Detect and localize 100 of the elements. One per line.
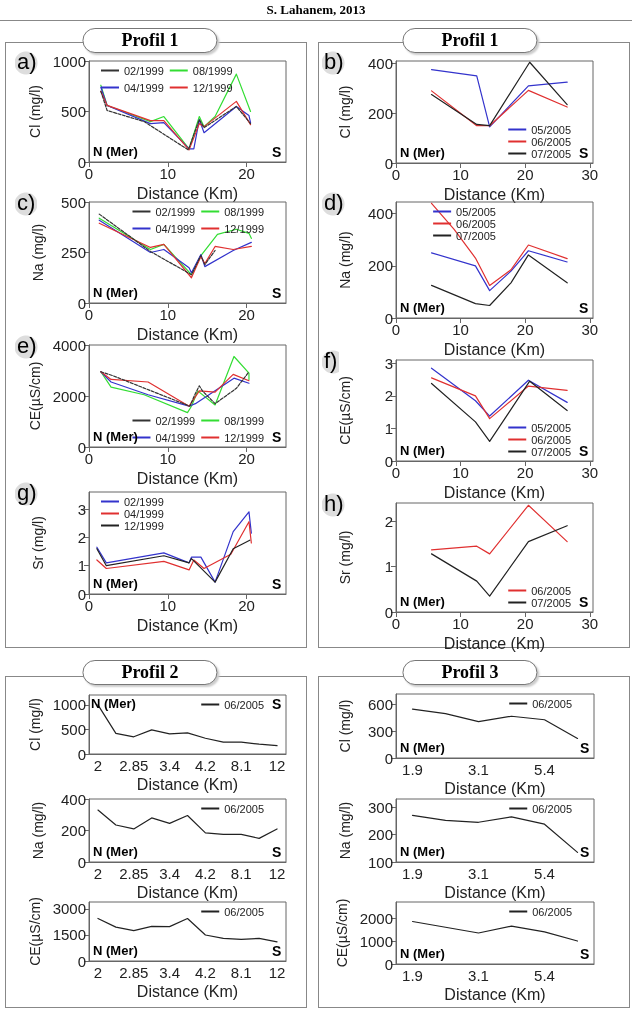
line-series: [411, 920, 579, 942]
chart-title: Profil 1: [82, 28, 218, 53]
text: g): [15, 480, 39, 506]
y-tick-label: 200: [367, 104, 393, 122]
y-tick-label: 400: [367, 205, 393, 223]
line-series: [430, 89, 568, 127]
y-tick-label: 500: [60, 103, 86, 120]
y-tick-label: 0: [77, 585, 86, 603]
x-tick-label: 30: [581, 615, 599, 632]
y-axis-title: Na (mg/l): [30, 801, 46, 860]
legend-label: 06/2005: [531, 584, 571, 597]
y-axis-title: Na (mg/l): [337, 231, 353, 289]
x-tick-label: 5.4: [534, 761, 555, 778]
y-tick-label: 600: [367, 696, 393, 714]
x-tick-label: 30: [581, 166, 599, 183]
annotation: N (Mer): [93, 144, 138, 159]
y-axis-title: Sr (mg/l): [337, 530, 353, 585]
annotation: S: [580, 740, 590, 756]
x-axis-title: Distance (Km): [444, 985, 546, 1003]
x-axis-title: Distance (Km): [136, 775, 239, 793]
y-tick-label: 2: [77, 528, 86, 546]
legend-label: 08/1999: [224, 205, 264, 218]
chart-title: Profil 2: [82, 660, 218, 685]
annotation: S: [272, 696, 282, 712]
annotation: S: [580, 946, 590, 962]
legend-label: 12/1999: [124, 519, 164, 532]
line-series: [430, 367, 568, 417]
text: a): [15, 49, 39, 75]
y-tick-label: 400: [367, 54, 393, 72]
legend-label: 04/1999: [155, 431, 196, 444]
x-tick-label: 3.4: [159, 757, 181, 774]
y-tick-label: 1: [384, 419, 393, 437]
text: c): [15, 190, 38, 216]
line-series: [430, 377, 568, 420]
x-tick-label: 10: [452, 166, 469, 183]
x-tick-label: 3.4: [159, 865, 181, 882]
x-tick-label: 2.85: [119, 865, 149, 882]
y-tick-label: 250: [60, 244, 86, 261]
x-tick-label: 10: [159, 597, 177, 614]
x-tick-label: 2: [93, 865, 103, 882]
annotation: S: [579, 594, 589, 610]
y-tick-label: 1: [77, 557, 86, 575]
text: b): [322, 49, 346, 75]
y-axis-title: Cl (mg/l): [26, 698, 43, 751]
legend-label: 04/1999: [124, 507, 164, 520]
x-tick-label: 4.2: [194, 964, 216, 981]
annotation: N (Mer): [400, 844, 445, 859]
legend-label: 02/1999: [155, 205, 196, 218]
y-tick-label: 1500: [52, 926, 86, 944]
x-tick-label: 1.9: [402, 865, 423, 882]
x-tick-label: 30: [581, 464, 599, 481]
x-tick-label: 12: [268, 865, 286, 882]
x-tick-label: 12: [268, 964, 286, 981]
y-tick-label: 500: [60, 720, 86, 738]
y-tick-label: 500: [60, 193, 86, 211]
y-axis-title: CE(µS/cm): [26, 361, 43, 431]
legend-label: 02/1999: [124, 64, 164, 77]
x-axis-title: Distance (Km): [136, 470, 239, 488]
annotation: N (Mer): [400, 300, 445, 315]
annotation: N (Mer): [400, 740, 445, 755]
legend-label: 06/2005: [532, 905, 572, 918]
legend-label: 06/2005: [531, 433, 571, 446]
x-axis-title: Distance (Km): [136, 982, 239, 1000]
x-axis-title: Distance (Km): [136, 617, 239, 635]
y-axis-title: Cl (mg/l): [26, 85, 43, 138]
annotation: N (Mer): [400, 946, 445, 961]
x-tick-label: 1.9: [402, 967, 423, 984]
x-tick-label: 12: [268, 757, 286, 774]
x-axis-title: Distance (Km): [136, 326, 239, 344]
y-tick-label: 2000: [359, 909, 393, 927]
x-tick-label: 3.1: [468, 865, 489, 882]
x-tick-label: 20: [238, 450, 255, 467]
x-tick-label: 30: [581, 321, 599, 338]
y-axis-title: CE(µS/cm): [333, 898, 350, 968]
x-tick-label: 10: [452, 321, 469, 338]
y-axis-title: Cl (mg/l): [337, 699, 353, 753]
line-series: [430, 504, 568, 555]
x-tick-label: 4.2: [194, 865, 216, 882]
x-tick-label: 4.2: [194, 757, 216, 774]
y-tick-label: 1000: [52, 52, 86, 70]
legend-label: 05/2005: [456, 205, 496, 218]
legend-label: 06/2005: [224, 905, 264, 918]
text: S. Lahanem, 2013: [266, 2, 366, 18]
line-series: [100, 371, 250, 407]
annotation: S: [272, 576, 282, 592]
line-series: [97, 917, 278, 943]
y-axis-title: Na (mg/l): [30, 223, 46, 282]
y-tick-label: 0: [77, 438, 86, 456]
annotation: S: [579, 145, 589, 161]
legend-label: 06/2005: [456, 217, 496, 230]
annotation: S: [272, 144, 282, 160]
legend-label: 05/2005: [531, 421, 571, 434]
legend-label: 04/1999: [124, 81, 164, 94]
annotation: N (Mer): [93, 844, 138, 859]
annotation: N (Mer): [400, 443, 445, 458]
annotation: S: [272, 285, 282, 301]
text: f): [322, 348, 340, 374]
y-axis-title: Na (mg/l): [337, 801, 353, 860]
x-tick-label: 20: [516, 464, 534, 481]
annotation: S: [579, 443, 589, 459]
